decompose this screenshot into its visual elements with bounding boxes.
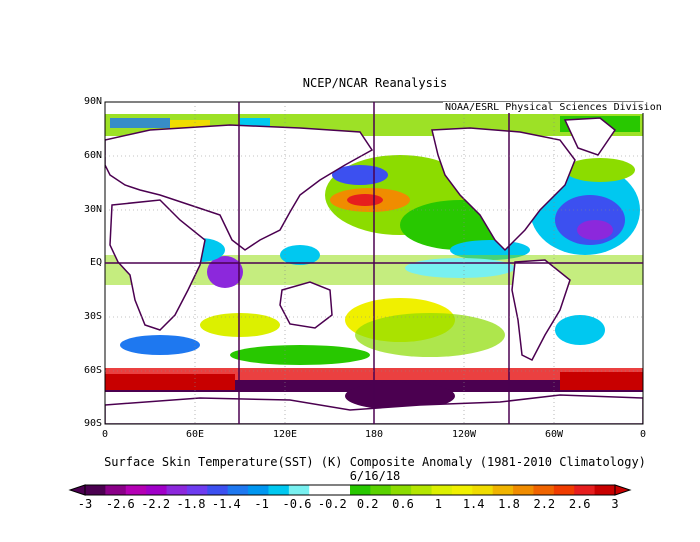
caption-line-2: 6/16/18 — [349, 469, 401, 483]
colorbar-tick-label: -2.2 — [141, 497, 171, 511]
africa — [109, 199, 206, 331]
colorbar-tick-label: 0.2 — [356, 497, 379, 511]
lon-label-120e: 120E — [272, 429, 298, 440]
lat-label-60s: 60S — [83, 365, 102, 376]
colorbar-swatch — [248, 485, 269, 495]
colorbar-tick-label: 1.8 — [498, 497, 520, 511]
colorbar-right-arrow — [614, 484, 632, 496]
colorbar-tick-label: 1 — [434, 497, 442, 511]
colorbar-border — [84, 484, 616, 496]
colorbar-tick-label: -3 — [77, 497, 93, 511]
antarctic-warm-left — [105, 374, 235, 390]
antarctic-warm-right — [560, 372, 643, 390]
colorbar-tick-label: -1.8 — [176, 497, 206, 511]
arctic-blue-patch-2 — [240, 118, 270, 126]
n-pacific-hot-core — [347, 194, 383, 206]
n-atlantic-purple — [577, 220, 613, 240]
lon-label-120w: 120W — [451, 429, 477, 440]
colorbar-tick-label: -1.4 — [211, 497, 241, 511]
lon-label-180: 180 — [364, 429, 384, 440]
colorbar-swatch — [553, 485, 575, 495]
colorbar-swatch — [288, 485, 310, 495]
colorbar-tick-label: 1.4 — [462, 497, 485, 511]
indian-ocean-cold — [207, 256, 243, 288]
caption: Surface Skin Temperature(SST) (K) Compos… — [0, 455, 700, 483]
colorbar-swatch — [370, 485, 392, 495]
n-atlantic-warm — [565, 158, 635, 182]
colorbar-swatch — [513, 485, 534, 495]
arctic-yellow-patch — [170, 120, 210, 128]
colorbar-tick-label: 2.6 — [568, 497, 591, 511]
colorbar-swatch — [451, 485, 473, 495]
colorbar-swatch — [594, 485, 616, 495]
north-america — [431, 127, 576, 252]
lat-label-90n: 90N — [83, 96, 102, 107]
colorbar-tick-label: 2.2 — [533, 497, 556, 511]
s-indian-cold — [120, 335, 200, 355]
colorbar-swatch — [166, 485, 188, 495]
credit-label: NOAA/ESRL Physical Sciences Division — [443, 102, 664, 113]
colorbar-swatch — [431, 485, 453, 495]
colorbar-swatch — [329, 485, 351, 495]
s-pacific-green — [355, 313, 505, 357]
colorbar-swatch — [350, 485, 371, 495]
colorbar-swatch — [533, 485, 555, 495]
colorbar-swatch — [186, 485, 208, 495]
s-atlantic-cold — [555, 315, 605, 345]
s-indian-warm — [200, 313, 280, 337]
grid-lines — [105, 102, 643, 424]
map-title: NCEP/NCAR Reanalysis — [302, 76, 448, 90]
lon-label-60e: 60E — [185, 429, 205, 440]
colorbar-tick-label: -0.6 — [282, 497, 312, 511]
colorbar-tick-label: 3 — [611, 497, 619, 511]
maritime-blue — [280, 245, 320, 265]
lon-label-0: 0 — [101, 429, 109, 440]
colorbar-tick-label: -1 — [254, 497, 269, 511]
colorbar-swatch — [472, 485, 494, 495]
lat-label-60n: 60N — [83, 150, 102, 161]
colorbar-swatch — [411, 485, 433, 495]
s-ocean-green — [230, 345, 370, 365]
colorbar-tick-label: -2.6 — [105, 497, 135, 511]
lat-label-90s: 90S — [83, 418, 102, 429]
colorbar-swatch — [227, 485, 249, 495]
south-america — [511, 259, 571, 362]
colorbar-swatch — [85, 485, 106, 495]
caption-line-1: Surface Skin Temperature(SST) (K) Compos… — [104, 455, 646, 469]
lat-label-eq: EQ — [89, 257, 102, 268]
arctic-blue-patch — [110, 118, 170, 128]
dotted-grid — [105, 102, 643, 424]
east-pacific-cool — [405, 258, 515, 278]
lat-label-30n: 30N — [83, 204, 102, 215]
colorbar-tick-label: -0.2 — [317, 497, 347, 511]
colorbar-swatch — [146, 485, 168, 495]
lat-label-30s: 30S — [83, 311, 102, 322]
colorbar-swatch — [207, 485, 229, 495]
colorbar-left-arrow — [68, 484, 86, 496]
colorbar-swatch — [309, 485, 331, 495]
greenland — [563, 117, 617, 156]
colorbar-swatch — [492, 485, 514, 495]
australia — [279, 281, 333, 329]
lon-label-60w: 60W — [544, 429, 564, 440]
colorbar-swatch — [125, 485, 147, 495]
lon-label-0-right: 0 — [639, 429, 647, 440]
colorbar-swatch — [268, 485, 290, 495]
colorbar-swatch — [390, 485, 412, 495]
colorbar-tick-label: 0.6 — [392, 497, 414, 511]
antarctic-ross — [345, 382, 455, 410]
colorbar-swatch — [105, 485, 127, 495]
colorbar-swatch — [574, 485, 596, 495]
colorbar — [68, 484, 632, 496]
